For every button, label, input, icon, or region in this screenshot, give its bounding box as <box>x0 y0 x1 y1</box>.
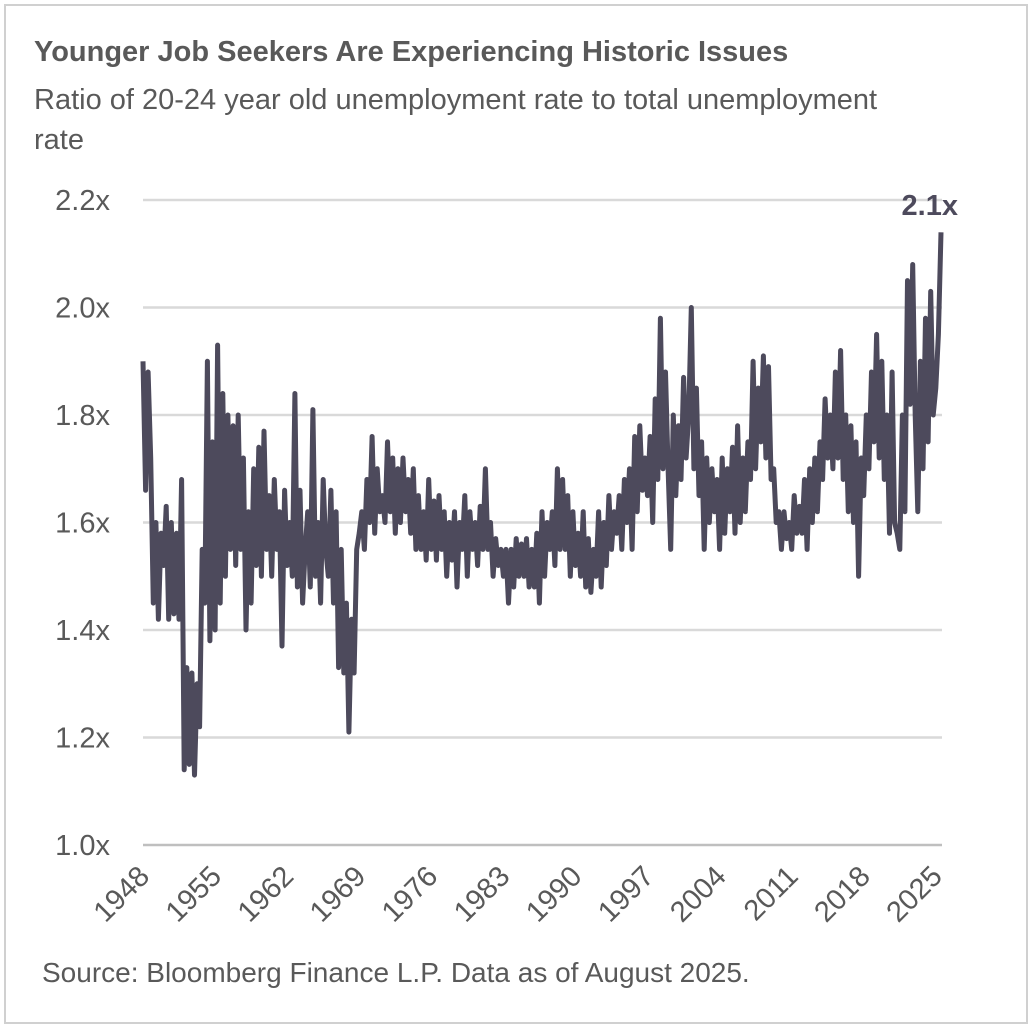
chart-title: Younger Job Seekers Are Experiencing His… <box>34 36 789 68</box>
x-tick-label: 2011 <box>738 860 805 927</box>
x-tick-label: 1962 <box>232 860 300 928</box>
x-tick-label: 1990 <box>520 860 588 928</box>
x-tick-label: 1969 <box>304 860 372 928</box>
chart-frame <box>4 4 1028 1024</box>
x-tick-label: 2004 <box>664 860 732 928</box>
y-tick-label: 1.8x <box>55 400 110 432</box>
y-tick-label: 1.4x <box>55 615 110 647</box>
x-tick-label: 1997 <box>592 860 660 928</box>
latest-value-label: 2.1x <box>902 190 958 222</box>
y-tick-label: 2.2x <box>55 185 110 217</box>
y-tick-label: 1.6x <box>55 508 110 540</box>
y-tick-label: 1.2x <box>55 723 110 755</box>
source-note: Source: Bloomberg Finance L.P. Data as o… <box>42 957 750 988</box>
x-tick-label: 2018 <box>808 860 876 928</box>
series-line <box>140 232 944 778</box>
x-tick-label: 1976 <box>376 860 444 928</box>
x-tick-label: 1948 <box>88 860 156 928</box>
x-tick-label: 1983 <box>448 860 516 928</box>
chart-subtitle: Ratio of 20-24 year old unemployment rat… <box>34 84 878 156</box>
x-tick-label: 1955 <box>160 860 228 928</box>
x-tick-label: 2025 <box>881 860 949 928</box>
y-tick-label: 2.0x <box>55 293 110 325</box>
y-tick-label: 1.0x <box>55 830 110 862</box>
